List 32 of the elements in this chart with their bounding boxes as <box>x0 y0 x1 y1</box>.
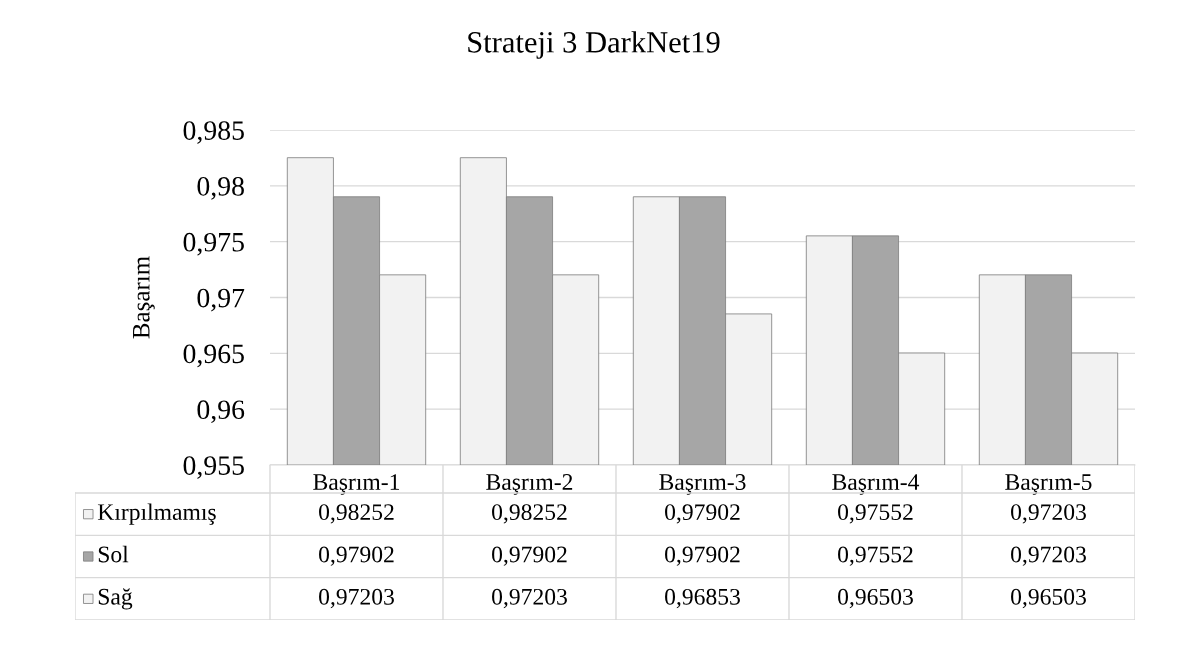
x-tick-label: Başrım-2 <box>486 474 573 495</box>
data-label: 0,97902 <box>492 546 567 566</box>
data-label: 0,97902 <box>665 504 740 524</box>
data-label: 0,96853 <box>665 588 740 609</box>
data-label: 0,97203 <box>319 588 394 609</box>
x-tick-label: Başrım-5 <box>1005 474 1092 495</box>
legend-label: Sol <box>98 545 129 563</box>
y-tick-label: 0,97 <box>197 288 245 312</box>
y-tick-label: 0,955 <box>183 456 244 479</box>
y-tick-label: 0,98 <box>197 177 244 200</box>
data-label: 0,97203 <box>1011 546 1086 566</box>
data-label: 0,97203 <box>1011 504 1086 524</box>
data-label: 0,97552 <box>838 546 913 566</box>
x-tick-label: Başrım-4 <box>832 474 920 495</box>
data-label: 0,97203 <box>492 588 567 609</box>
chart-title: Strateji 3 DarkNet19 <box>468 31 720 59</box>
y-tick-label: 0,965 <box>183 344 244 368</box>
y-axis-title: Başarım <box>133 256 155 339</box>
data-label: 0,96503 <box>1011 588 1086 609</box>
y-tick-label: 0,96 <box>197 400 245 424</box>
x-tick-label: Başrım-3 <box>659 474 746 495</box>
x-tick-label: Başrım-1 <box>313 474 400 495</box>
y-tick-label: 0,975 <box>183 232 244 256</box>
legend-label: Sağ <box>98 588 133 610</box>
legend-label: Kırpılmamış <box>97 503 216 525</box>
data-label: 0,96503 <box>838 588 913 609</box>
data-label: 0,97902 <box>665 546 740 566</box>
y-tick-label: 0,985 <box>183 121 244 144</box>
data-label: 0,98252 <box>319 504 394 524</box>
data-label: 0,97902 <box>319 546 394 566</box>
data-label: 0,98252 <box>492 504 567 524</box>
data-label: 0,97552 <box>838 504 913 524</box>
